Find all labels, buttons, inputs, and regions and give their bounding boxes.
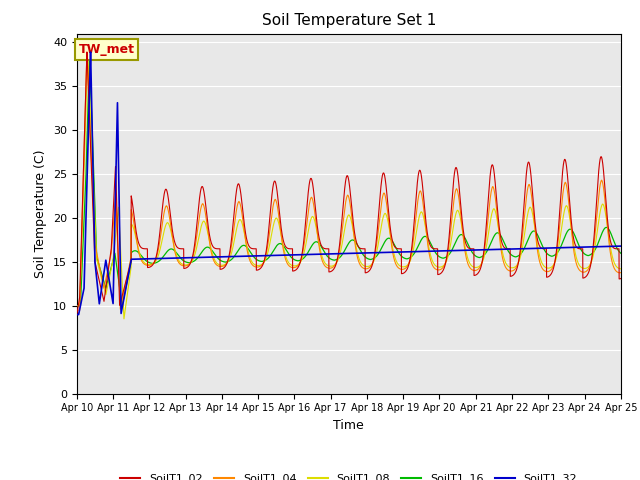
Title: Soil Temperature Set 1: Soil Temperature Set 1 xyxy=(262,13,436,28)
Legend: SoilT1_02, SoilT1_04, SoilT1_08, SoilT1_16, SoilT1_32: SoilT1_02, SoilT1_04, SoilT1_08, SoilT1_… xyxy=(116,469,582,480)
Text: TW_met: TW_met xyxy=(79,43,134,56)
X-axis label: Time: Time xyxy=(333,419,364,432)
Y-axis label: Soil Temperature (C): Soil Temperature (C) xyxy=(35,149,47,278)
